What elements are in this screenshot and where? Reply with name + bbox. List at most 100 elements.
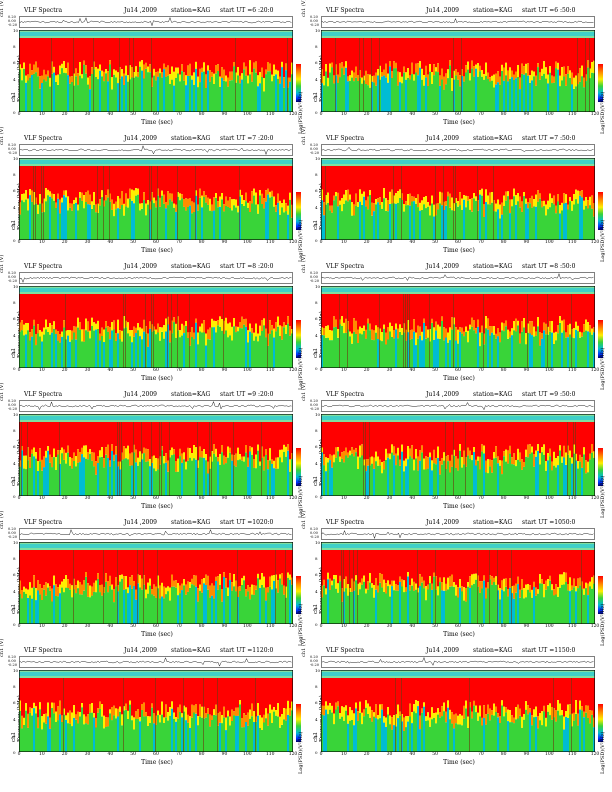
spectrogram-column bbox=[577, 38, 579, 112]
spectrogram-column bbox=[513, 294, 515, 368]
spectrogram-cell bbox=[267, 188, 269, 195]
spectrogram-column bbox=[211, 38, 213, 112]
spectrogram-cell bbox=[587, 38, 589, 61]
spectrogram-cell bbox=[415, 345, 417, 368]
spectrogram-cell bbox=[85, 192, 87, 202]
spectrogram-cell bbox=[499, 84, 501, 112]
spectrogram-column bbox=[467, 166, 469, 240]
spectrogram-cell bbox=[509, 213, 511, 240]
spectrogram-column bbox=[67, 166, 69, 240]
spectrogram-column bbox=[429, 422, 431, 496]
spectrogram-cell bbox=[287, 205, 289, 215]
spectrogram-column bbox=[265, 166, 267, 240]
spectrogram-cell bbox=[67, 330, 69, 336]
spectrogram-cell bbox=[509, 453, 511, 496]
spectrogram-cell bbox=[55, 166, 57, 203]
panel-header: VLF Spectra Ju14 ,2009 station=KAG start… bbox=[310, 262, 600, 271]
spectrogram-cell bbox=[103, 329, 105, 342]
spectrogram-cell bbox=[225, 422, 227, 458]
spectrogram-cell bbox=[169, 342, 171, 368]
spectrogram-cell bbox=[363, 80, 365, 112]
spectrogram-column bbox=[185, 294, 187, 368]
spectrogram-column bbox=[579, 38, 581, 112]
spectrogram-cell bbox=[45, 595, 47, 624]
spectrogram-cell bbox=[213, 210, 215, 240]
panel-date: Ju14 ,2009 bbox=[426, 7, 459, 14]
spectrogram-cell bbox=[541, 207, 543, 240]
spectrogram-column bbox=[459, 166, 461, 240]
spectrogram-cell bbox=[535, 456, 537, 496]
spectrogram-cell bbox=[283, 166, 285, 200]
spectrogram-column bbox=[119, 38, 121, 112]
spectrogram-cell bbox=[519, 333, 521, 344]
spectrogram-cell bbox=[455, 422, 457, 456]
spectrogram-cell bbox=[81, 341, 83, 368]
spectrogram-cell bbox=[517, 38, 519, 65]
spectrogram-cell bbox=[441, 192, 443, 206]
spectrogram-cell bbox=[205, 38, 207, 75]
spectrogram-column bbox=[473, 294, 475, 368]
spectrogram-cell bbox=[61, 422, 63, 448]
spectrogram-cell bbox=[589, 78, 591, 112]
spectrogram-cell bbox=[283, 38, 285, 78]
spectrogram-column bbox=[447, 166, 449, 240]
spectrogram-cell bbox=[135, 38, 137, 67]
spectrogram-cell bbox=[103, 38, 105, 72]
spectrogram-cell bbox=[329, 294, 331, 331]
spectrogram-cell bbox=[441, 422, 443, 459]
spectrogram-cell bbox=[549, 72, 551, 112]
spectrogram-cell bbox=[273, 206, 275, 240]
spectrogram-cell bbox=[451, 422, 453, 455]
spectrogram-cell bbox=[439, 422, 441, 462]
spectrogram-cell bbox=[85, 166, 87, 192]
spectrogram-cell bbox=[525, 422, 527, 450]
spectrogram-cell bbox=[123, 73, 125, 85]
spectrogram-column bbox=[391, 38, 393, 112]
spectrogram-spike bbox=[151, 166, 152, 240]
spectrogram-cell bbox=[165, 202, 167, 209]
spectrogram-cell bbox=[237, 38, 239, 67]
spectrogram-column bbox=[195, 294, 197, 368]
spectrogram-column bbox=[171, 294, 173, 368]
spectrogram-cell bbox=[139, 61, 141, 67]
spectrogram-cell bbox=[119, 78, 121, 112]
spectrogram-cell bbox=[415, 458, 417, 496]
spectrogram-column bbox=[175, 38, 177, 112]
spectrogram-cell bbox=[543, 200, 545, 207]
spectrogram-column bbox=[591, 38, 593, 112]
spectrogram-cell bbox=[543, 422, 545, 445]
spectrogram-cell bbox=[399, 82, 401, 112]
spectrogram-cell bbox=[145, 38, 147, 63]
spectrogram-cell bbox=[481, 70, 483, 77]
spectrogram-cell bbox=[409, 330, 411, 340]
spectrogram-cell bbox=[431, 166, 433, 196]
spectrogram-cell bbox=[419, 61, 421, 68]
spectrogram-cell bbox=[387, 211, 389, 240]
spectrogram-column bbox=[237, 166, 239, 240]
spectrogram-cell bbox=[99, 199, 101, 206]
spectrogram-cell bbox=[119, 422, 121, 462]
spectrogram-cell bbox=[431, 38, 433, 72]
spectrogram-cell bbox=[421, 166, 423, 201]
spectrogram-cell bbox=[53, 66, 55, 73]
spectrogram-cell bbox=[137, 330, 139, 368]
spectrogram-cell bbox=[453, 455, 455, 496]
spectrogram-cell bbox=[479, 346, 481, 368]
spectrogram-column bbox=[269, 422, 271, 496]
spectrogram-column bbox=[83, 166, 85, 240]
spectrogram-cell bbox=[593, 327, 595, 333]
spectrogram-column bbox=[263, 166, 265, 240]
spectrogram-cell bbox=[463, 81, 465, 112]
spectrogram-cell bbox=[439, 339, 441, 368]
spectrogram-cell bbox=[131, 330, 133, 343]
spectrogram-spike bbox=[453, 38, 454, 112]
spectrogram-cell bbox=[487, 318, 489, 330]
spectrogram-cell bbox=[185, 38, 187, 76]
spectrogram-cell bbox=[217, 422, 219, 458]
spectrogram-column bbox=[51, 166, 53, 240]
spectrogram-cell bbox=[505, 38, 507, 63]
spectrogram-cell bbox=[475, 328, 477, 334]
spectrogram-column bbox=[119, 294, 121, 368]
spectrogram-column bbox=[53, 38, 55, 112]
spectrogram-column bbox=[279, 38, 281, 112]
